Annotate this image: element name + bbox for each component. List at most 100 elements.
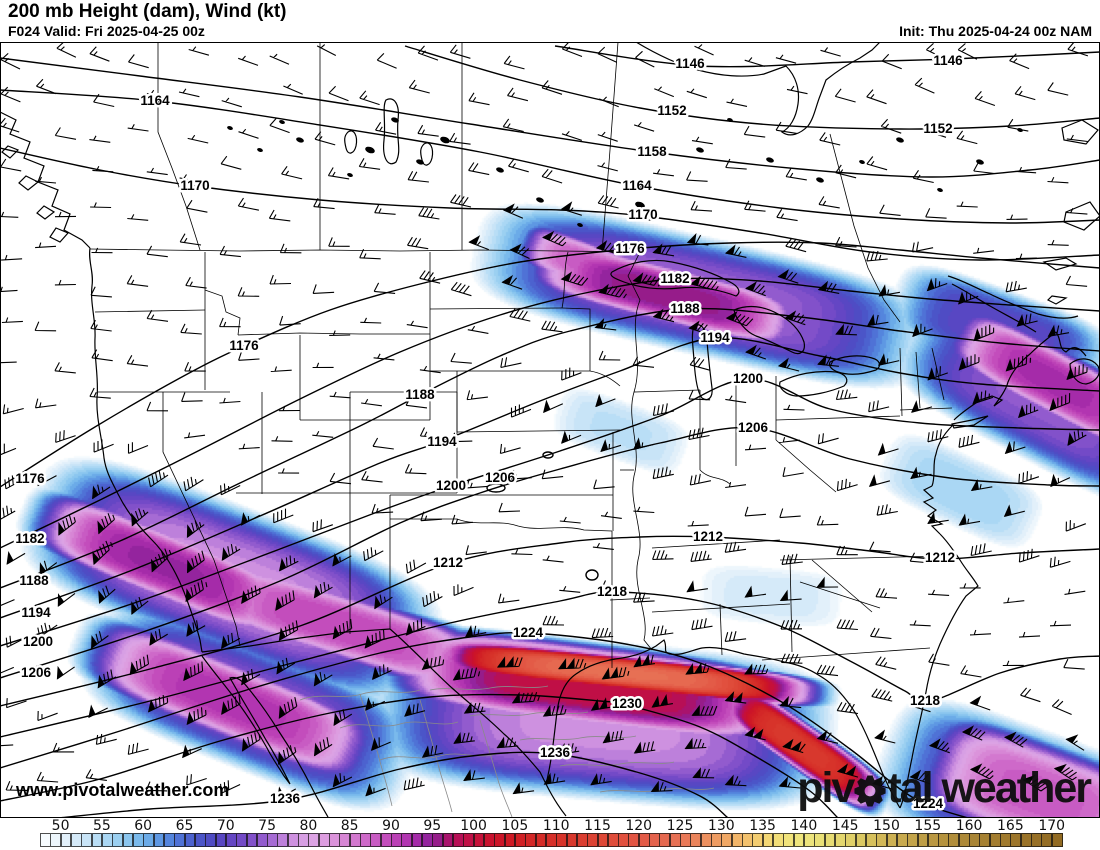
coastline xyxy=(1046,295,1068,305)
colorbar-cell xyxy=(886,833,898,847)
state-border xyxy=(789,555,793,653)
contour-label-1230: 1230 xyxy=(612,696,642,711)
colorbar-cell xyxy=(132,833,144,847)
colorbar-cell xyxy=(246,833,258,847)
mexico-border xyxy=(339,721,459,729)
colorbar-cell xyxy=(772,833,784,847)
colorbar-cell xyxy=(638,833,650,847)
contour-label-1182: 1182 xyxy=(660,271,689,286)
colorbar-cell xyxy=(391,833,402,847)
closed-contour xyxy=(542,451,554,459)
colorbar-cell xyxy=(628,833,640,847)
lake xyxy=(766,157,774,163)
coastline xyxy=(779,370,848,397)
colorbar-tick-145: 145 xyxy=(831,818,859,834)
state-border xyxy=(94,309,206,313)
mexico-border xyxy=(479,719,513,818)
colorbar-tick-100: 100 xyxy=(460,818,487,834)
colorbar-cell xyxy=(659,833,671,847)
height-contour-1206 xyxy=(0,426,1100,679)
colorbar-cell xyxy=(494,833,506,847)
colorbar-cell xyxy=(1031,833,1042,847)
coastline xyxy=(88,247,203,653)
state-border xyxy=(429,307,563,310)
colorbar-cell xyxy=(752,833,764,847)
contour-label-1218: 1218 xyxy=(910,693,941,708)
colorbar-cell xyxy=(979,833,991,847)
colorbar-tick-55: 55 xyxy=(92,818,111,834)
colorbar-tick-165: 165 xyxy=(997,818,1024,834)
mexico-border xyxy=(299,689,421,701)
lake xyxy=(227,126,233,130)
colorbar-cell xyxy=(349,833,361,847)
colorbar-cell xyxy=(442,833,454,847)
colorbar-cell xyxy=(680,833,691,847)
wind-barbs xyxy=(0,42,1089,801)
colorbar-cell xyxy=(1020,833,1032,847)
contour-label-1146: 1146 xyxy=(933,53,963,68)
height-contour-1152 xyxy=(404,45,1100,130)
height-contour-1212 xyxy=(0,535,1100,707)
wind-speed-shading xyxy=(0,42,1100,818)
mexico-border xyxy=(419,699,453,813)
colorbar-cell xyxy=(545,833,557,847)
coastline xyxy=(420,142,434,166)
contour-label-1212: 1212 xyxy=(433,555,463,570)
lake xyxy=(391,117,399,123)
state-border xyxy=(899,347,903,417)
geography xyxy=(0,42,1100,818)
contour-label-1206: 1206 xyxy=(21,665,52,680)
height-contour-1230 xyxy=(0,693,839,818)
state-border xyxy=(931,347,945,401)
colorbar-cell xyxy=(112,833,124,847)
contour-label-1236: 1236 xyxy=(540,745,571,760)
state-border xyxy=(162,392,241,647)
lake xyxy=(296,137,304,143)
lake xyxy=(577,223,583,227)
contour-label-1176: 1176 xyxy=(615,241,645,256)
state-border xyxy=(719,603,723,656)
logo-text-left: piv xyxy=(797,764,855,812)
coastline xyxy=(610,259,740,297)
coastline xyxy=(201,628,391,653)
height-contour-1236 xyxy=(57,751,729,818)
colorbar-cell xyxy=(814,833,826,847)
colorbar-cell xyxy=(153,833,165,847)
state-border xyxy=(633,389,701,393)
colorbar-cell xyxy=(700,833,712,847)
contour-label-1194: 1194 xyxy=(21,605,51,620)
colorbar-cell xyxy=(587,833,598,847)
colorbar-cell xyxy=(184,833,196,847)
gear-icon xyxy=(854,774,886,807)
colorbar-cell xyxy=(711,833,722,847)
state-border xyxy=(456,518,613,532)
coastline xyxy=(635,42,881,136)
wind-barb-pennants xyxy=(6,201,1079,801)
state-border xyxy=(89,248,641,253)
coastline xyxy=(1069,358,1100,385)
colorbar-cell xyxy=(989,833,1001,847)
colorbar-cell xyxy=(907,833,919,847)
colorbar-cell xyxy=(329,833,340,847)
lake xyxy=(536,197,544,203)
coastline xyxy=(951,415,989,429)
map: 1146 1146 1152 1152 1158 1164 1164 1170 1170 1176… xyxy=(0,42,1100,818)
colorbar-cell xyxy=(194,833,206,847)
colorbar-cell xyxy=(917,833,929,847)
state-border xyxy=(561,307,591,371)
lake xyxy=(416,159,424,165)
colorbar-ticks: 50 55 60 65 70 75 80 85 90 95 100 105 110 115 120 125 13… xyxy=(0,818,1100,834)
coastline xyxy=(201,655,329,818)
lake xyxy=(257,148,263,152)
height-contour-1188 xyxy=(0,307,1100,589)
colorbar-cell xyxy=(1051,833,1063,847)
colorbar-cell xyxy=(969,833,980,847)
mexico-border xyxy=(359,693,393,807)
coastline xyxy=(1063,201,1100,231)
coastline xyxy=(545,639,901,809)
small-lakes xyxy=(227,117,1023,227)
colorbar-tick-95: 95 xyxy=(423,818,442,834)
header: 200 mb Height (dam), Wind (kt) F024 Vali… xyxy=(0,0,1100,42)
state-border xyxy=(799,581,881,609)
